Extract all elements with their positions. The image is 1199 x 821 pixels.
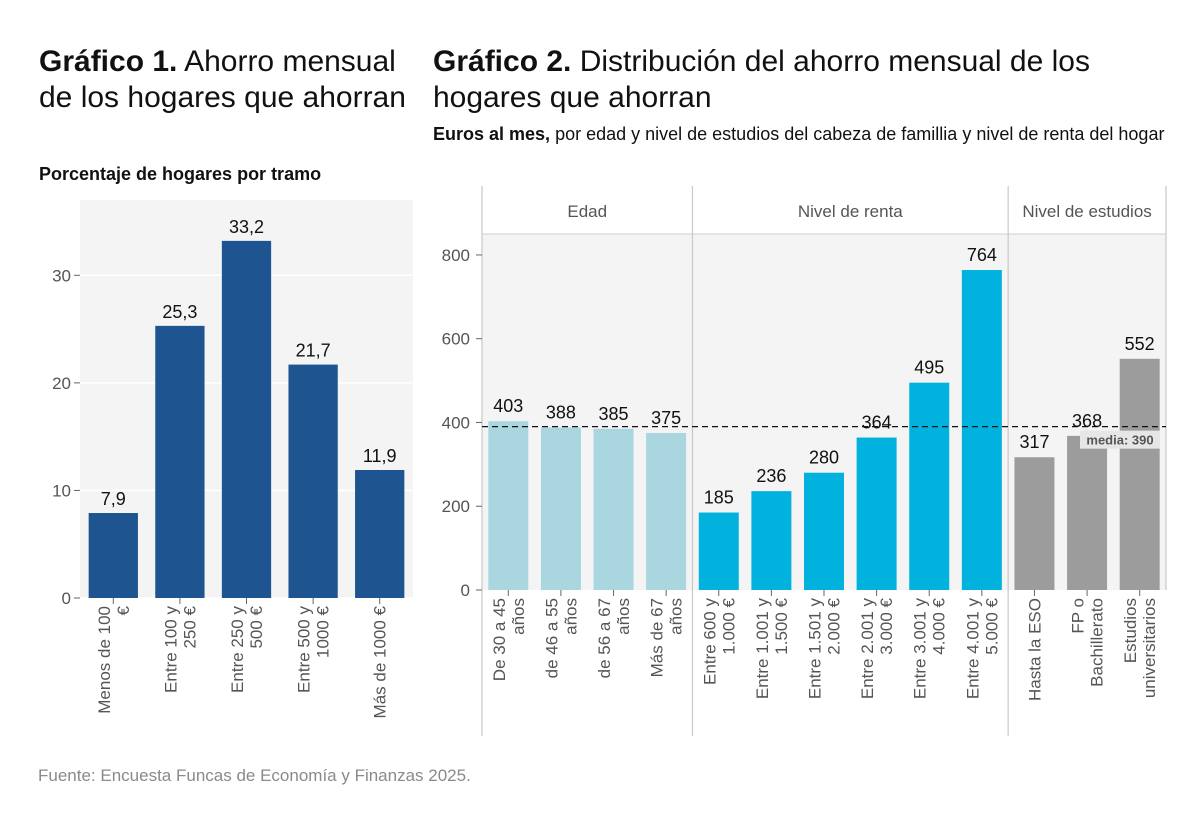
chart2-bar	[1067, 435, 1108, 590]
chart2-bar	[751, 491, 792, 590]
chart2-ytick-label: 600	[442, 330, 470, 349]
chart2-facet-header: Nivel de estudios	[1022, 202, 1151, 221]
chart2-title: Gráfico 2. Distribución del ahorro mensu…	[433, 45, 1090, 114]
chart1-bar	[88, 513, 138, 598]
chart2-xtick-label: de 46 a 55años	[542, 598, 580, 678]
chart2-value-label: 280	[809, 448, 839, 468]
chart2-bar	[961, 270, 1002, 590]
chart2-value-label: 385	[599, 404, 629, 424]
chart2-xtick-label: Entre 1.501 y2.000 €	[806, 597, 844, 699]
chart2-facet-header: Edad	[567, 202, 607, 221]
chart2-xtick-label: Entre 1.001 y1.500 €	[753, 597, 791, 699]
chart2-value-label: 364	[862, 413, 892, 433]
chart2-facet-header: Nivel de renta	[798, 202, 903, 221]
source-note: Fuente: Encuesta Funcas de Economía y Fi…	[38, 766, 471, 785]
chart1-bar	[221, 240, 272, 598]
chart2-bar	[540, 427, 581, 590]
chart2-value-label: 317	[1019, 432, 1049, 452]
chart1-bar	[355, 469, 405, 598]
chart2-xtick-label: Entre 600 y1.000 €	[700, 597, 738, 684]
chart2-xtick-label: Hasta la ESO	[1025, 598, 1044, 701]
chart2-bar	[698, 512, 739, 590]
chart2-bar	[593, 428, 634, 590]
chart2-value-label: 388	[546, 402, 576, 422]
chart2-value-label: 495	[914, 358, 944, 378]
chart1-ytick-label: 20	[52, 374, 71, 393]
chart2-ytick-label: 800	[442, 246, 470, 265]
chart1-subtitle: Porcentaje de hogares por tramo	[39, 164, 322, 184]
chart1-xtick-label: Entre 250 y500 €	[228, 605, 266, 692]
chart1-value-label: 21,7	[296, 341, 331, 361]
chart2-xtick-label: Entre 2.001 y3.000 €	[858, 597, 896, 699]
chart1-ytick-label: 0	[62, 589, 71, 608]
chart2-bar	[909, 382, 950, 590]
chart1-title: Gráfico 1. Ahorro mensual de los hogares…	[39, 45, 406, 114]
chart1-ytick-label: 30	[52, 266, 71, 285]
chart2-subtitle: Euros al mes, por edad y nivel de estudi…	[433, 124, 1165, 144]
chart1-bar	[288, 364, 338, 598]
chart2-xtick-label: Más de 67años	[648, 598, 686, 677]
chart1-value-label: 33,2	[229, 217, 264, 237]
chart1-xtick-label: Más de 1000 €	[371, 605, 390, 718]
chart1-value-label: 11,9	[363, 446, 397, 466]
chart2-mean-label-bg	[1080, 430, 1160, 449]
chart2-value-label: 375	[651, 408, 681, 428]
chart2-xtick-label: Estudiosuniversitarios	[1121, 598, 1159, 698]
chart1-xtick-label: Entre 500 y1000 €	[295, 605, 333, 692]
chart1-value-label: 25,3	[162, 302, 197, 322]
chart2-ytick-label: 400	[442, 413, 470, 432]
chart2-bar	[1014, 457, 1055, 590]
chart1-ytick-label: 10	[52, 481, 71, 500]
chart2-bar	[856, 437, 897, 590]
chart1-xtick-label: Menos de 100€	[95, 605, 133, 713]
chart1-value-label: 7,9	[101, 489, 126, 509]
chart2-value-label: 764	[967, 245, 997, 265]
chart2-value-label: 403	[493, 396, 523, 416]
chart2-value-label: 368	[1072, 411, 1102, 431]
chart2-value-label: 552	[1125, 334, 1155, 354]
chart2-xtick-label: Entre 3.001 y4.000 €	[911, 597, 949, 699]
chart2-bar	[804, 472, 844, 590]
chart2-bar	[488, 421, 529, 590]
chart2-xtick-label: Entre 4.001 y5.000 €	[963, 597, 1001, 699]
chart2-mean-label: media: 390	[1086, 433, 1153, 448]
chart2-xtick-label: De 30 a 45años	[490, 598, 528, 681]
chart2-value-label: 185	[704, 488, 734, 508]
chart2-value-label: 236	[756, 466, 786, 486]
chart2-panel	[692, 234, 1009, 590]
chart2-xtick-label: de 56 a 67años	[595, 598, 633, 678]
chart2-ytick-label: 0	[461, 581, 470, 600]
chart1-xtick-label: Entre 100 y250 €	[161, 605, 199, 692]
chart1-bar	[155, 325, 205, 598]
chart2-ytick-label: 200	[442, 497, 470, 516]
chart2-bar	[646, 432, 687, 590]
chart2-xtick-label: FP oBachillerato	[1069, 598, 1107, 687]
chart2-bar	[1119, 358, 1160, 590]
